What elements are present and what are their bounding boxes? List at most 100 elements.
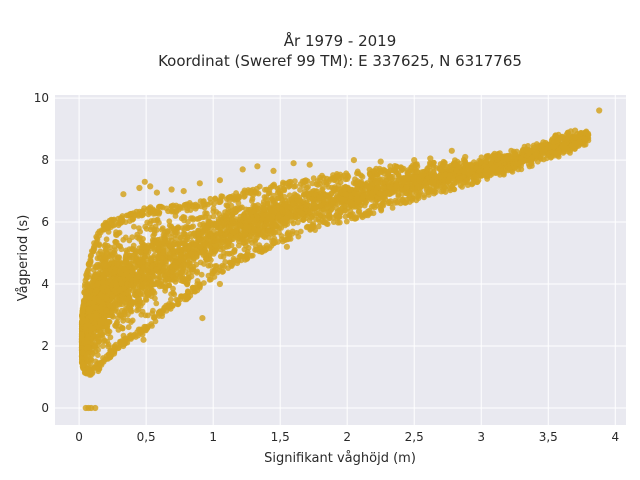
- scatter-point: [252, 237, 259, 243]
- scatter-point: [143, 225, 150, 232]
- scatter-point: [125, 289, 132, 296]
- scatter-point: [150, 273, 157, 280]
- scatter-point: [354, 197, 361, 203]
- scatter-point: [107, 354, 114, 361]
- scatter-point: [389, 205, 396, 211]
- scatter-point: [326, 215, 333, 222]
- scatter-point: [451, 180, 458, 187]
- scatter-point: [399, 166, 406, 173]
- scatter-point: [94, 280, 101, 287]
- scatter-point: [359, 196, 365, 203]
- scatter-point: [119, 325, 126, 331]
- scatter-point: [256, 183, 263, 190]
- scatter-point: [88, 356, 94, 362]
- scatter-point: [200, 214, 206, 221]
- scatter-point: [220, 253, 227, 260]
- scatter-point: [121, 266, 127, 272]
- scatter-point: [411, 187, 418, 194]
- scatter-point: [160, 248, 167, 255]
- scatter-point: [89, 370, 96, 376]
- scatter-point: [104, 224, 111, 230]
- scatter-point: [452, 157, 458, 164]
- scatter-point: [119, 296, 126, 303]
- scatter-point: [476, 168, 483, 174]
- scatter-point: [336, 207, 343, 214]
- scatter-point: [173, 276, 179, 282]
- scatter-point: [90, 300, 96, 307]
- scatter-point: [328, 202, 334, 209]
- scatter-point: [125, 273, 132, 280]
- scatter-point: [259, 212, 266, 218]
- scatter-point: [233, 190, 240, 196]
- scatter-point: [295, 219, 301, 226]
- scatter-point: [406, 195, 413, 202]
- scatter-point: [200, 198, 207, 204]
- scatter-point: [139, 244, 146, 250]
- scatter-point: [197, 237, 204, 244]
- scatter-point: [362, 186, 369, 193]
- scatter-point: [220, 212, 227, 219]
- scatter-point: [317, 177, 323, 184]
- scatter-point: [89, 278, 96, 284]
- scatter-point: [353, 186, 360, 193]
- scatter-point: [179, 269, 185, 276]
- scatter-point: [550, 139, 557, 145]
- scatter-point: [190, 266, 197, 273]
- scatter-point: [190, 223, 197, 230]
- scatter-point: [470, 180, 476, 187]
- scatter-point: [125, 324, 132, 331]
- scatter-point: [325, 184, 332, 190]
- scatter-point: [190, 230, 197, 237]
- scatter-point: [576, 139, 583, 145]
- scatter-point: [572, 146, 578, 152]
- scatter-point: [300, 191, 307, 198]
- scatter-point: [79, 359, 85, 366]
- scatter-point: [79, 349, 86, 356]
- scatter-point: [368, 181, 375, 188]
- scatter-point: [167, 254, 174, 261]
- scatter-point: [361, 211, 368, 218]
- scatter-point: [166, 282, 172, 289]
- scatter-point: [140, 264, 146, 271]
- scatter-point: [386, 184, 392, 190]
- scatter-point: [198, 271, 205, 278]
- scatter-point: [528, 156, 535, 162]
- scatter-point: [101, 315, 107, 322]
- scatter-points: [78, 107, 603, 412]
- scatter-point: [196, 231, 203, 237]
- scatter-point: [120, 285, 127, 292]
- scatter-point: [300, 198, 307, 205]
- scatter-point: [181, 214, 188, 221]
- scatter-point: [80, 303, 87, 309]
- scatter-point: [110, 313, 116, 320]
- scatter-point: [283, 215, 290, 221]
- scatter-point: [125, 317, 131, 324]
- scatter-point: [346, 186, 353, 193]
- scatter-point: [508, 147, 515, 154]
- scatter-point: [139, 308, 146, 315]
- scatter-point: [124, 296, 131, 302]
- scatter-point: [271, 208, 278, 215]
- scatter-point: [135, 289, 142, 296]
- scatter-point: [170, 225, 177, 232]
- scatter-point: [386, 168, 392, 175]
- scatter-point: [152, 223, 159, 230]
- scatter-point: [164, 228, 171, 235]
- scatter-point: [103, 263, 109, 269]
- scatter-point: [112, 300, 118, 306]
- scatter-point: [116, 254, 123, 261]
- scatter-point: [301, 177, 308, 184]
- scatter-point: [118, 312, 124, 319]
- scatter-point: [521, 157, 528, 164]
- scatter-point: [392, 177, 399, 184]
- scatter-point: [118, 280, 125, 287]
- scatter-point: [224, 228, 230, 235]
- scatter-point: [163, 205, 170, 212]
- scatter-point: [507, 165, 513, 172]
- scatter-point: [421, 192, 427, 199]
- scatter-point: [399, 190, 406, 197]
- scatter-point: [263, 196, 269, 203]
- scatter-point: [169, 303, 176, 309]
- scatter-point: [235, 258, 242, 264]
